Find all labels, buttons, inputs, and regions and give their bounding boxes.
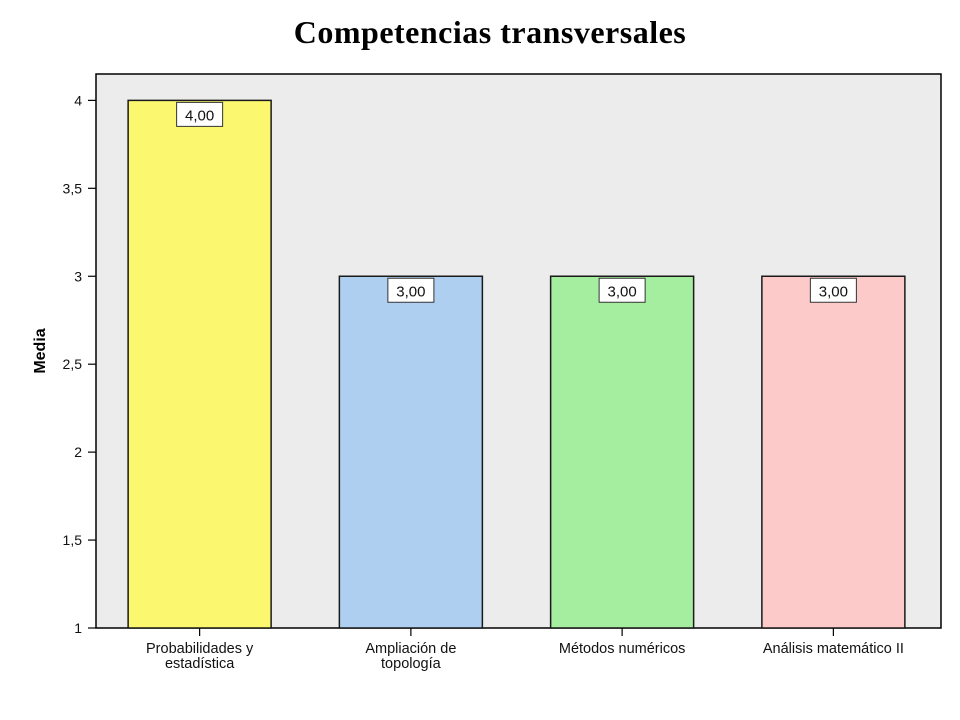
x-tick-label: topología [381,656,442,672]
data-label-box [176,101,224,127]
data-label-box [598,277,646,303]
data-label-box [387,277,435,303]
y-tick-label: 1,5 [63,532,83,548]
y-tick-label: 4 [74,92,82,108]
y-tick-label: 1 [74,620,82,636]
bar [761,275,906,629]
data-label: 3,00 [819,283,848,300]
bar [127,99,272,629]
y-axis-label: Media [32,328,49,373]
y-tick-label: 3,5 [63,180,83,196]
data-label: 3,00 [396,283,425,300]
data-label-box [809,277,857,303]
bar [338,275,484,629]
x-tick-label: Probabilidades y [146,641,254,657]
bar [549,275,695,629]
x-tick-label: Análisis matemático II [763,641,904,657]
y-tick-label: 2 [74,444,82,460]
x-tick-label: Métodos numéricos [559,641,686,657]
y-tick-label: 3 [74,268,82,284]
x-tick-label: estadística [165,656,235,672]
chart-title: Competencias transversales [293,14,687,50]
data-label: 4,00 [185,107,214,124]
x-tick-label: Ampliación de [365,641,456,657]
data-label: 3,00 [608,283,637,300]
y-tick-label: 2,5 [63,356,83,372]
